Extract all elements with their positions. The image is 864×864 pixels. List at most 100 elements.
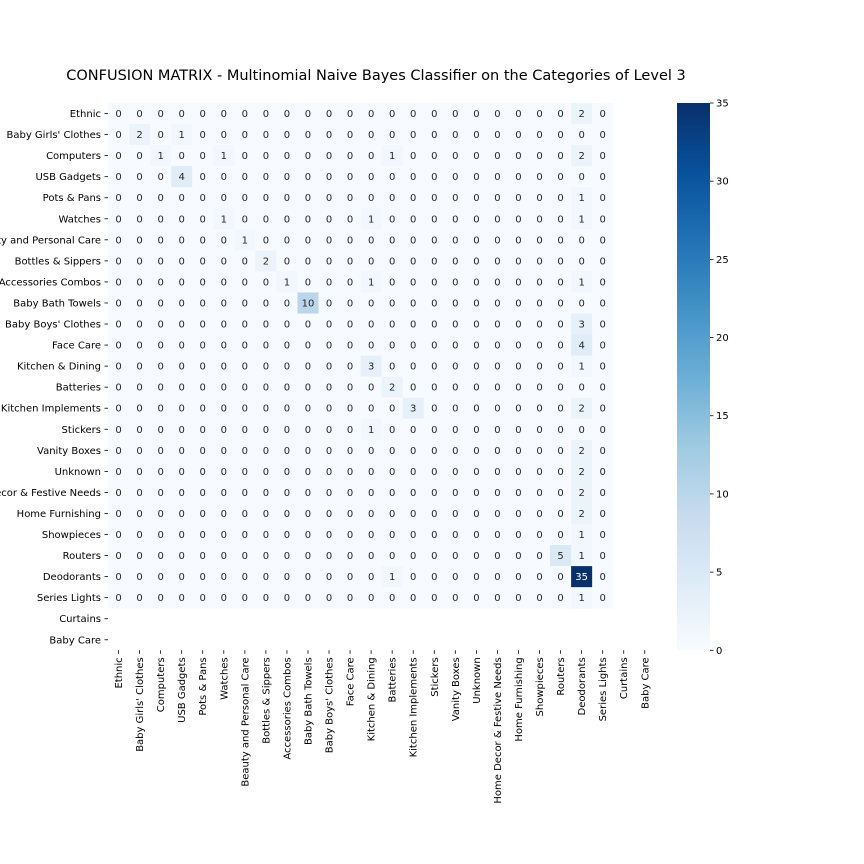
heatmap-cell xyxy=(276,208,298,230)
heatmap-cell xyxy=(171,334,193,356)
heatmap-cell xyxy=(444,124,467,146)
x-tick-label: Ethnic xyxy=(114,657,125,688)
heatmap-cell xyxy=(465,418,488,441)
cell-value-label: 0 xyxy=(242,572,248,583)
heatmap-cell xyxy=(108,439,130,462)
heatmap-cell xyxy=(592,208,614,230)
heatmap-cell xyxy=(255,124,277,146)
cell-value-label: 0 xyxy=(431,509,437,520)
cell-value-label: 0 xyxy=(263,572,269,583)
heatmap-cell xyxy=(571,418,593,441)
cell-value-label: 10 xyxy=(302,298,315,309)
cell-value-label: 0 xyxy=(515,488,521,499)
heatmap-cell xyxy=(571,145,593,167)
cell-value-label: 0 xyxy=(452,151,458,162)
cell-value-label: 0 xyxy=(178,277,184,288)
cell-value-label: 0 xyxy=(305,256,311,267)
cell-value-label: 0 xyxy=(557,298,563,309)
cell-value-label: 0 xyxy=(368,256,374,267)
cell-value-label: 0 xyxy=(305,425,311,436)
cell-value-label: 0 xyxy=(157,193,163,204)
colorbar: 0 5 10 15 20 25 30 35 xyxy=(677,99,729,657)
cell-value-label: 0 xyxy=(284,214,290,225)
heatmap-cell xyxy=(276,145,298,167)
heatmap-cell xyxy=(234,271,256,293)
heatmap-cell xyxy=(381,145,404,167)
heatmap-cells xyxy=(108,103,614,609)
cell-value-label: 0 xyxy=(242,320,248,331)
heatmap-cell xyxy=(571,439,593,462)
heatmap-cell xyxy=(381,166,404,188)
cell-value-label: 0 xyxy=(178,193,184,204)
cell-value-label: 0 xyxy=(347,551,353,562)
heatmap-cell xyxy=(108,292,130,314)
colorbar-tick-label: 0 xyxy=(716,646,722,657)
heatmap-cell xyxy=(255,418,277,441)
cell-value-label: 0 xyxy=(263,151,269,162)
cell-value-label: 0 xyxy=(305,551,311,562)
heatmap-cell xyxy=(381,229,404,251)
cell-value-label: 0 xyxy=(536,383,542,394)
heatmap-cell xyxy=(571,292,593,314)
cell-value-label: 1 xyxy=(578,530,584,541)
y-tick-label: Routers xyxy=(63,551,101,562)
heatmap-cell xyxy=(592,124,614,146)
cell-value-label: 0 xyxy=(452,488,458,499)
cell-value-label: 0 xyxy=(326,172,332,183)
heatmap-cell xyxy=(108,124,130,146)
cell-value-label: 0 xyxy=(242,109,248,120)
cell-value-label: 0 xyxy=(284,404,290,415)
cell-value-label: 0 xyxy=(452,235,458,246)
heatmap-cell xyxy=(486,124,509,146)
heatmap-cell xyxy=(297,229,319,251)
heatmap-cell xyxy=(171,313,193,335)
heatmap-cell xyxy=(550,208,572,230)
heatmap-cell xyxy=(171,166,193,188)
heatmap-cell xyxy=(234,355,256,378)
heatmap-cell xyxy=(360,271,383,293)
cell-value-label: 0 xyxy=(494,551,500,562)
heatmap-cell xyxy=(297,439,319,462)
heatmap-cell xyxy=(465,355,488,378)
heatmap-cell xyxy=(276,124,298,146)
cell-value-label: 4 xyxy=(178,172,184,183)
heatmap-cell xyxy=(592,166,614,188)
cell-value-label: 2 xyxy=(578,446,584,457)
heatmap-cell xyxy=(276,292,298,314)
cell-value-label: 0 xyxy=(494,467,500,478)
heatmap-cell xyxy=(234,208,256,230)
cell-value-label: 0 xyxy=(368,235,374,246)
heatmap-cell xyxy=(550,545,572,567)
heatmap-cell xyxy=(444,524,467,546)
heatmap-cell xyxy=(129,439,151,462)
x-tick-label: Bottles & Sippers xyxy=(261,657,272,743)
heatmap-cell xyxy=(529,418,551,441)
heatmap-cell xyxy=(129,481,151,504)
heatmap-cell xyxy=(276,545,298,567)
heatmap-cell xyxy=(529,187,551,209)
cell-value-label: 0 xyxy=(115,593,121,604)
heatmap-cell xyxy=(171,418,193,441)
cell-value-label: 0 xyxy=(284,425,290,436)
cell-value-label: 0 xyxy=(284,172,290,183)
x-tick-label: Stickers xyxy=(430,657,441,696)
heatmap-cell xyxy=(297,566,319,588)
cell-value-label: 0 xyxy=(263,362,269,373)
cell-value-label: 35 xyxy=(575,572,588,583)
cell-value-label: 0 xyxy=(305,593,311,604)
heatmap-cell xyxy=(529,292,551,314)
cell-value-label: 0 xyxy=(473,467,479,478)
cell-value-label: 0 xyxy=(368,130,374,141)
cell-value-label: 0 xyxy=(431,404,437,415)
heatmap-cell xyxy=(129,376,151,399)
cell-value-label: 0 xyxy=(410,298,416,309)
cell-value-label: 0 xyxy=(200,509,206,520)
cell-value-label: 0 xyxy=(599,172,605,183)
cell-value-label: 0 xyxy=(536,341,542,352)
cell-value-label: 3 xyxy=(578,320,584,331)
cell-value-label: 0 xyxy=(557,235,563,246)
cell-value-label: 0 xyxy=(515,404,521,415)
cell-value-label: 1 xyxy=(221,151,227,162)
heatmap-cell xyxy=(150,587,172,609)
heatmap-cell xyxy=(465,334,488,356)
